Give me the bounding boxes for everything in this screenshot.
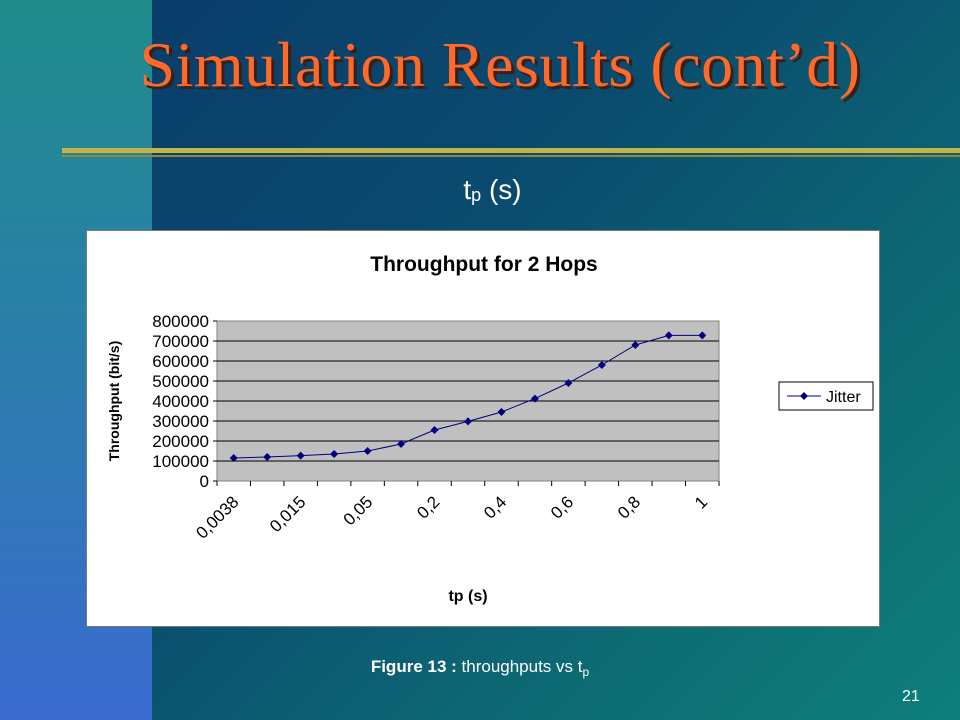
- data-point-9: [530, 394, 539, 403]
- x-axis-tick-labels: 0,0038 0,015 0,05 0,2 0,4 0,6 0,8 1: [192, 492, 711, 542]
- subheading: tp (s): [0, 174, 960, 206]
- legend-marker-icon: [800, 392, 808, 400]
- series-points-jitter: [229, 331, 707, 462]
- data-point-11: [597, 361, 606, 369]
- y-tick-label-3: 300000: [152, 412, 209, 431]
- data-point-12: [631, 341, 640, 349]
- x-tick-label-2: 0,05: [340, 492, 377, 529]
- data-point-8: [497, 408, 506, 416]
- x-tick-label-0: 0,0038: [192, 492, 242, 542]
- data-point-10: [564, 379, 573, 387]
- data-point-7: [464, 417, 472, 426]
- slide-title: Simulation Results (cont’d): [139, 29, 861, 100]
- legend: Jitter: [778, 381, 874, 411]
- y-tick-label-2: 200000: [152, 432, 209, 451]
- y-axis-tick-labels: 0100000200000300000400000500000600000700…: [152, 312, 209, 491]
- y-tick-label-7: 700000: [152, 332, 209, 351]
- data-point-3: [330, 450, 339, 458]
- x-tick-label-4: 0,4: [480, 492, 510, 522]
- data-point-2: [296, 451, 305, 460]
- x-tick-label-3: 0,2: [413, 492, 443, 522]
- subheading-subscript: p: [471, 185, 482, 205]
- x-axis-label: tp (s): [448, 588, 487, 605]
- title-rule-shadow: [62, 155, 960, 157]
- data-point-4: [363, 447, 372, 455]
- x-tick-label-7: 1: [691, 492, 711, 512]
- y-tick-label-0: 0: [200, 472, 209, 491]
- x-tick-label-1: 0,015: [266, 492, 310, 536]
- subheading-main: t: [463, 174, 472, 205]
- y-tick-label-1: 100000: [152, 452, 209, 471]
- x-tick-label-6: 0,8: [614, 492, 644, 522]
- subheading-unit: (s): [481, 174, 522, 205]
- data-point-14: [698, 331, 707, 340]
- page-number: 21: [902, 688, 920, 705]
- figure-caption: Figure 13 : throughputs vs tp: [0, 657, 960, 679]
- data-point-1: [263, 453, 272, 461]
- y-axis-label: Throughput (bit/s): [106, 341, 122, 462]
- chart-container: Throughput for 2 Hops 0 100000 200000 30000…: [86, 230, 880, 627]
- caption-subscript: p: [582, 665, 590, 679]
- data-point-6: [430, 426, 439, 434]
- y-tick-label-8: 800000: [152, 312, 209, 331]
- data-point-5: [397, 440, 406, 448]
- y-tick-label-4: 400000: [152, 392, 209, 411]
- legend-label-jitter: Jitter: [826, 389, 861, 406]
- data-point-0: [229, 454, 238, 462]
- data-point-13: [664, 331, 673, 340]
- caption-text: throughputs vs t: [456, 657, 583, 676]
- y-tick-label-5: 500000: [152, 372, 209, 391]
- throughput-chart: Throughput for 2 Hops 010000020000030000…: [106, 253, 874, 605]
- x-tick-label-5: 0,6: [547, 492, 577, 522]
- caption-label: Figure 13 :: [370, 657, 457, 676]
- x-axis-ticks: [216, 481, 720, 486]
- title-rule: [62, 148, 960, 153]
- chart-title: Throughput for 2 Hops: [370, 253, 597, 276]
- y-tick-label-6: 600000: [152, 352, 209, 371]
